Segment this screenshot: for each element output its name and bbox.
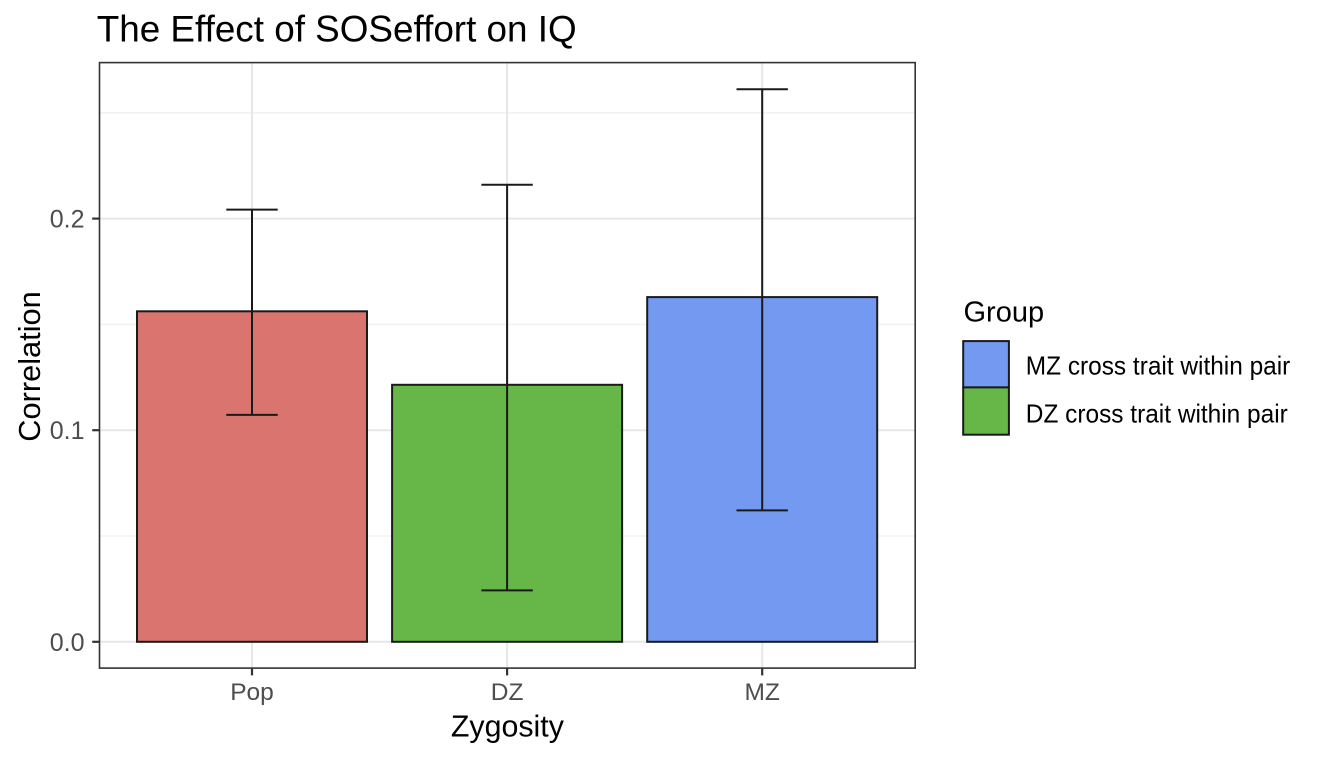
svg-text:0.2: 0.2 <box>50 206 85 234</box>
svg-text:0.1: 0.1 <box>50 417 85 445</box>
svg-text:MZ: MZ <box>745 679 780 706</box>
svg-text:DZ cross trait within pair: DZ cross trait within pair <box>1026 398 1288 428</box>
svg-text:Group: Group <box>964 297 1045 329</box>
svg-text:Correlation: Correlation <box>12 291 47 442</box>
svg-text:MZ cross trait within pair: MZ cross trait within pair <box>1026 351 1291 381</box>
svg-text:Pop: Pop <box>230 679 274 706</box>
svg-text:0.0: 0.0 <box>50 629 85 657</box>
svg-text:DZ: DZ <box>491 679 524 706</box>
svg-text:The Effect of SOSeffort on IQ: The Effect of SOSeffort on IQ <box>97 7 577 49</box>
svg-text:Zygosity: Zygosity <box>451 708 564 743</box>
